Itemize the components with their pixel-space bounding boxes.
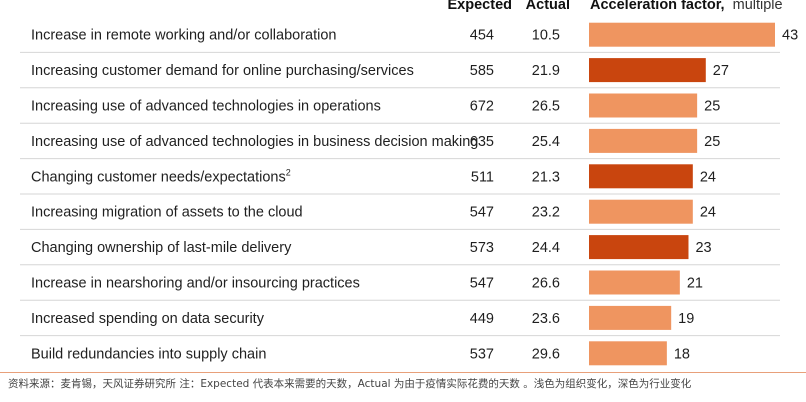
expected-value: 547	[470, 205, 494, 221]
row-label-text: Increasing use of advanced technologies …	[31, 99, 381, 115]
actual-value: 25.4	[532, 134, 560, 150]
factor-label: 27	[713, 63, 729, 79]
table-row: Build redundancies into supply chain 537 2…	[20, 335, 780, 366]
chart-rows: Increase in remote working and/or collab…	[20, 22, 798, 366]
row-label-text: Changing customer needs/expectations	[31, 169, 286, 185]
factor-label: 24	[700, 205, 716, 221]
bar	[589, 58, 706, 83]
row-label-footnote: 2	[286, 167, 291, 177]
factor-label: 25	[704, 134, 720, 150]
row-label-text: Increase in nearshoring and/or insourcin…	[31, 276, 360, 292]
expected-value: 635	[470, 134, 494, 150]
expected-value: 547	[470, 276, 494, 292]
table-row: Increase in remote working and/or collab…	[31, 22, 798, 47]
row-label: Changing customer needs/expectations2	[31, 167, 291, 185]
table-row: Increased spending on data security 449 23…	[20, 299, 780, 330]
row-label-text: Increasing customer demand for online pu…	[31, 63, 414, 79]
bar	[589, 22, 775, 47]
chart: Expected Actual Acceleration factor, mul…	[20, 0, 798, 366]
factor-label: 21	[687, 276, 703, 292]
bar	[589, 128, 698, 153]
expected-value: 454	[470, 28, 494, 44]
row-label-text: Build redundancies into supply chain	[31, 346, 266, 362]
row-label-text: Changing ownership of last-mile delivery	[31, 240, 292, 256]
table-row: Changing ownership of last-mile delivery…	[20, 228, 780, 260]
actual-value: 26.5	[532, 99, 560, 115]
bar	[589, 235, 689, 260]
actual-value: 26.6	[532, 276, 560, 292]
factor-label: 23	[695, 240, 711, 256]
bar	[589, 270, 680, 295]
header-factor: Acceleration factor, multiple	[590, 0, 783, 13]
row-label: Increase in nearshoring and/or insourcin…	[31, 276, 360, 292]
actual-value: 10.5	[532, 28, 560, 44]
row-label: Build redundancies into supply chain	[31, 346, 266, 362]
header-factor-unit: multiple	[733, 0, 783, 13]
source-note: 资料来源：麦肯锡，天风证券研究所 注：Expected 代表本来需要的天数，Ac…	[8, 378, 692, 390]
table-row: Increase in nearshoring and/or insourcin…	[20, 264, 780, 295]
footer-divider	[0, 372, 806, 373]
row-label: Increasing use of advanced technologies …	[31, 99, 381, 115]
table-row: Increasing migration of assets to the cl…	[20, 193, 780, 224]
factor-label: 25	[704, 99, 720, 115]
expected-value: 449	[470, 311, 494, 327]
bar	[589, 93, 698, 118]
factor-label: 24	[700, 169, 716, 185]
row-label: Changing ownership of last-mile delivery	[31, 240, 292, 256]
actual-value: 23.6	[532, 311, 560, 327]
factor-label: 19	[678, 311, 694, 327]
bar	[589, 305, 672, 330]
table-row: Increasing use of advanced technologies …	[20, 87, 780, 118]
actual-value: 23.2	[532, 205, 560, 221]
actual-value: 24.4	[532, 240, 560, 256]
row-label: Increase in remote working and/or collab…	[31, 28, 336, 44]
expected-value: 537	[470, 346, 494, 362]
actual-value: 21.3	[532, 169, 560, 185]
table-row: Increasing use of advanced technologies …	[20, 122, 780, 153]
row-label-text: Increased spending on data security	[31, 311, 265, 327]
header-actual: Actual	[526, 0, 570, 13]
row-label: Increasing use of advanced technologies …	[31, 134, 478, 150]
expected-value: 585	[470, 63, 494, 79]
factor-label: 43	[782, 28, 798, 44]
header-expected: Expected	[448, 0, 512, 13]
row-label: Increased spending on data security	[31, 311, 265, 327]
factor-label: 18	[674, 346, 690, 362]
table-row: Increasing customer demand for online pu…	[20, 51, 780, 83]
row-label-text: Increasing use of advanced technologies …	[31, 134, 478, 150]
header-factor-label: Acceleration factor,	[590, 0, 725, 13]
row-label-text: Increase in remote working and/or collab…	[31, 28, 336, 44]
expected-value: 573	[470, 240, 494, 256]
actual-value: 29.6	[532, 346, 560, 362]
chart-header: Expected Actual Acceleration factor, mul…	[448, 0, 783, 13]
row-label-text: Increasing migration of assets to the cl…	[31, 205, 303, 221]
bar	[589, 341, 667, 366]
expected-value: 511	[471, 169, 494, 185]
row-label: Increasing customer demand for online pu…	[31, 63, 414, 79]
actual-value: 21.9	[532, 63, 560, 79]
bar	[589, 199, 693, 224]
table-row: Changing customer needs/expectations2 511…	[20, 158, 780, 189]
bar	[589, 164, 693, 189]
row-label: Increasing migration of assets to the cl…	[31, 205, 303, 221]
expected-value: 672	[470, 99, 494, 115]
